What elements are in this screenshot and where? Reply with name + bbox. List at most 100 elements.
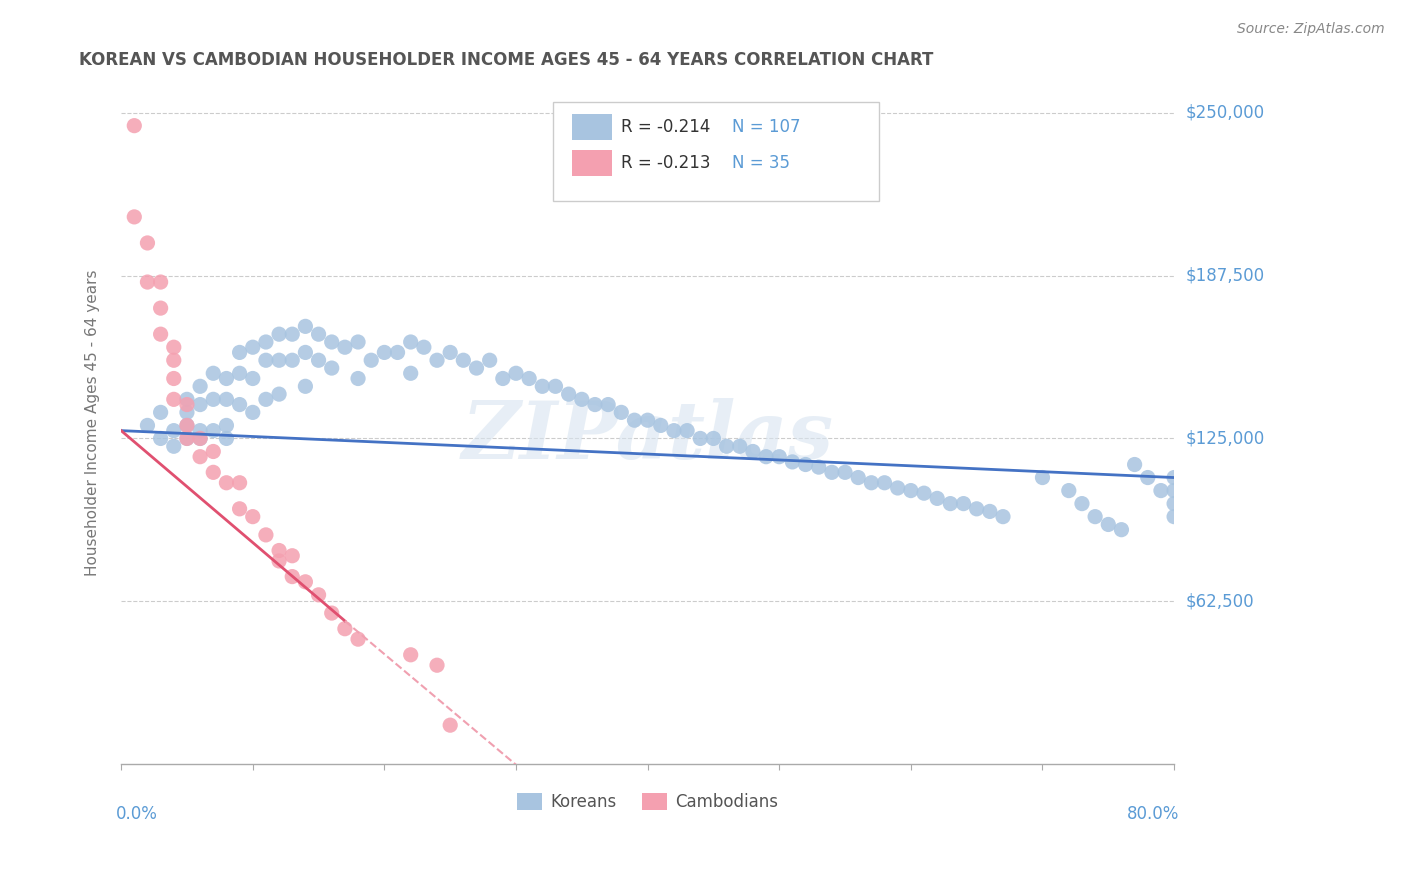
Point <box>188 432 211 446</box>
Point <box>531 379 554 393</box>
Point <box>163 424 186 438</box>
Point <box>1136 470 1159 484</box>
Text: R = -0.213: R = -0.213 <box>621 154 711 172</box>
Point <box>163 353 186 368</box>
Point <box>321 334 343 349</box>
Point <box>294 345 316 359</box>
Point <box>136 418 159 433</box>
Point <box>294 379 316 393</box>
Point <box>188 398 211 412</box>
Point <box>927 491 949 506</box>
Point <box>308 327 330 342</box>
Text: 80.0%: 80.0% <box>1128 805 1180 823</box>
Point <box>188 432 211 446</box>
Text: R = -0.214: R = -0.214 <box>621 118 710 136</box>
Text: N = 107: N = 107 <box>733 118 800 136</box>
Y-axis label: Householder Income Ages 45 - 64 years: Householder Income Ages 45 - 64 years <box>86 269 100 576</box>
Point <box>834 466 856 480</box>
Point <box>124 210 146 224</box>
FancyBboxPatch shape <box>553 102 879 201</box>
Point <box>321 606 343 620</box>
Point <box>782 455 804 469</box>
Point <box>571 392 593 407</box>
Point <box>966 501 988 516</box>
Point <box>124 119 146 133</box>
Point <box>544 379 567 393</box>
Point <box>517 371 540 385</box>
Point <box>254 392 277 407</box>
Text: $62,500: $62,500 <box>1185 592 1254 610</box>
Point <box>242 405 264 419</box>
Point <box>242 371 264 385</box>
Point <box>821 466 844 480</box>
Point <box>347 632 370 647</box>
Point <box>1163 509 1185 524</box>
Point <box>689 432 711 446</box>
Point <box>755 450 778 464</box>
Point <box>557 387 579 401</box>
Point <box>254 353 277 368</box>
Point <box>807 460 830 475</box>
Point <box>728 439 751 453</box>
Point <box>267 554 290 568</box>
Point <box>979 504 1001 518</box>
Point <box>149 405 172 419</box>
Point <box>267 353 290 368</box>
Point <box>373 345 395 359</box>
Point <box>136 275 159 289</box>
Point <box>873 475 896 490</box>
Point <box>176 418 198 433</box>
Point <box>1163 470 1185 484</box>
Point <box>886 481 908 495</box>
Text: $250,000: $250,000 <box>1185 103 1264 121</box>
Point <box>308 353 330 368</box>
Point <box>176 432 198 446</box>
Point <box>912 486 935 500</box>
Text: KOREAN VS CAMBODIAN HOUSEHOLDER INCOME AGES 45 - 64 YEARS CORRELATION CHART: KOREAN VS CAMBODIAN HOUSEHOLDER INCOME A… <box>79 51 934 69</box>
Point <box>163 392 186 407</box>
Point <box>1084 509 1107 524</box>
Point <box>465 361 488 376</box>
Point <box>176 418 198 433</box>
Point <box>991 509 1014 524</box>
Point <box>598 398 620 412</box>
Point <box>453 353 475 368</box>
Point <box>215 475 238 490</box>
Point <box>267 387 290 401</box>
Point <box>267 327 290 342</box>
Point <box>716 439 738 453</box>
Point <box>242 340 264 354</box>
Point <box>1071 497 1094 511</box>
Point <box>188 450 211 464</box>
Point <box>215 371 238 385</box>
Point <box>650 418 672 433</box>
Point <box>149 301 172 315</box>
Point <box>768 450 790 464</box>
Point <box>478 353 501 368</box>
Point <box>136 235 159 250</box>
Point <box>215 392 238 407</box>
Point <box>281 549 304 563</box>
Point <box>426 353 449 368</box>
Point <box>676 424 699 438</box>
Point <box>333 622 356 636</box>
FancyBboxPatch shape <box>572 151 612 177</box>
Point <box>900 483 922 498</box>
Point <box>163 340 186 354</box>
Point <box>333 340 356 354</box>
Point <box>228 398 250 412</box>
Text: 0.0%: 0.0% <box>115 805 157 823</box>
Point <box>321 361 343 376</box>
Point <box>637 413 659 427</box>
Point <box>188 379 211 393</box>
Point <box>939 497 962 511</box>
Point <box>412 340 434 354</box>
Point <box>149 432 172 446</box>
Point <box>149 275 172 289</box>
Point <box>228 366 250 380</box>
FancyBboxPatch shape <box>572 114 612 140</box>
Text: $125,000: $125,000 <box>1185 429 1264 448</box>
Point <box>176 405 198 419</box>
Point <box>399 334 422 349</box>
Point <box>254 528 277 542</box>
